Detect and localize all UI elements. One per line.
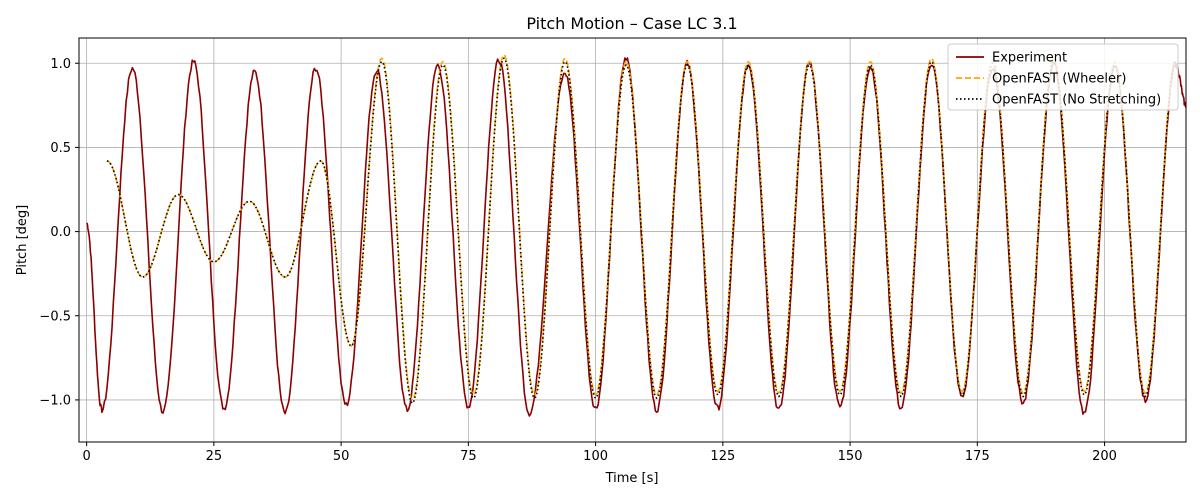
x-tick-label: 125	[710, 449, 735, 464]
y-tick-label: −1.0	[39, 393, 71, 408]
legend-entry: OpenFAST (Wheeler)	[992, 72, 1126, 87]
x-tick-label: 175	[965, 449, 990, 464]
legend-entry: Experiment	[992, 51, 1067, 66]
x-tick-label: 200	[1092, 449, 1117, 464]
x-tick-label: 100	[583, 449, 608, 464]
y-axis-label: Pitch [deg]	[15, 205, 30, 275]
x-tick-label: 50	[333, 449, 350, 464]
legend-box	[947, 43, 1179, 111]
x-tick-label: 0	[82, 449, 90, 464]
y-tick-label: 0.0	[50, 225, 71, 240]
x-tick-label: 75	[460, 449, 477, 464]
axis-ticks: 0 25 50 75 100 125 150 175 200 −1.0 −0.5 0.0 0.5 1.0	[39, 57, 1117, 464]
plot-frame	[78, 37, 1187, 443]
series-group	[86, 54, 1186, 417]
series-line-1	[86, 57, 1186, 417]
y-tick-label: 1.0	[50, 57, 71, 72]
legend-entry: OpenFAST (No Stretching)	[992, 93, 1161, 108]
legend: Experiment OpenFAST (Wheeler) OpenFAST (No…	[947, 43, 1179, 111]
chart-title: Pitch Motion – Case LC 3.1	[526, 14, 737, 33]
y-tick-label: −0.5	[39, 309, 71, 324]
x-axis-label: Time [s]	[605, 471, 659, 486]
series-line-3	[106, 57, 1177, 405]
y-tick-label: 0.5	[50, 141, 71, 156]
x-tick-label: 150	[838, 449, 863, 464]
x-tick-label: 25	[206, 449, 223, 464]
